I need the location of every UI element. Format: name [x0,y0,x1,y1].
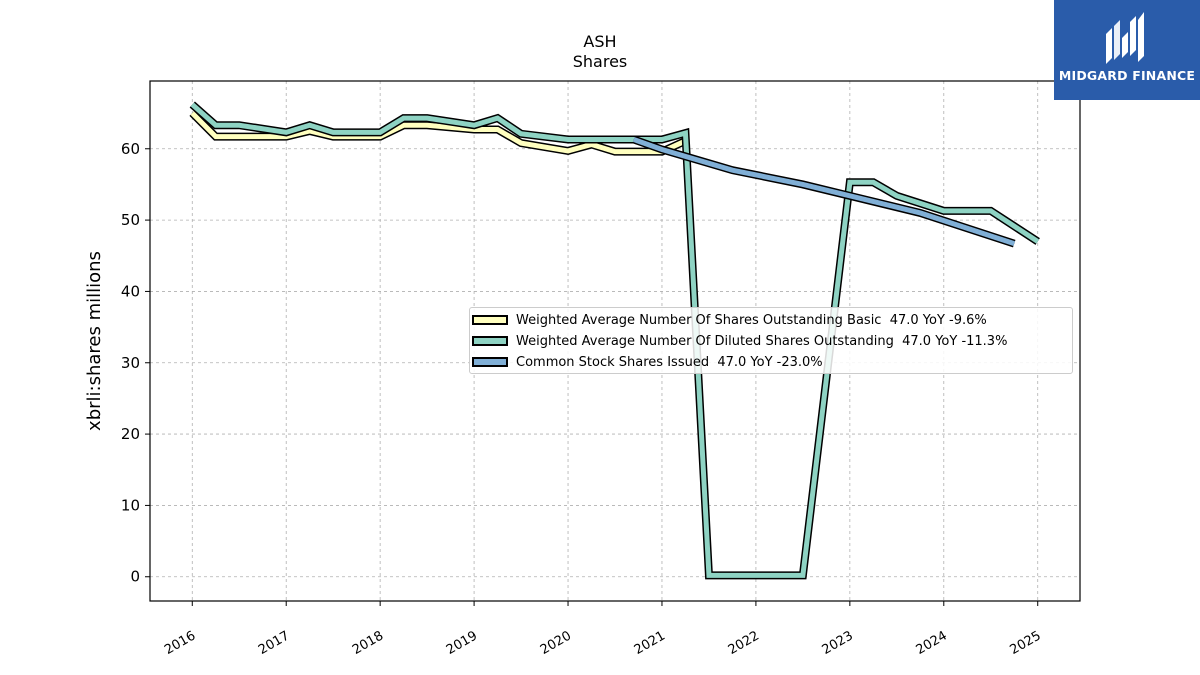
legend-swatch-diluted [472,336,508,346]
legend-item-basic: Weighted Average Number Of Shares Outsta… [472,311,987,329]
x-tick-label-0: 2016 [162,628,198,658]
x-tick-label-5: 2021 [632,628,668,658]
midgard-finance-logo: MIDGARD FINANCE [1054,0,1200,100]
legend-label-diluted: Weighted Average Number Of Diluted Share… [516,333,1008,349]
series-line-0 [190,111,687,155]
y-tick-label-1: 10 [121,496,140,514]
x-tick-label-1: 2017 [256,628,292,658]
legend-label-issued: Common Stock Shares Issued 47.0 YoY -23.… [516,354,823,370]
series-line-2 [632,137,1016,247]
legend-swatch-basic [472,315,508,325]
x-tick-label-9: 2025 [1008,628,1044,658]
y-tick-label-2: 20 [121,425,140,443]
midgard-logo-icon [1106,12,1144,64]
y-tick-label-6: 60 [121,140,140,158]
legend-item-issued: Common Stock Shares Issued 47.0 YoY -23.… [472,353,823,371]
chart-subtitle: Shares [572,52,628,71]
logo-text: MIDGARD FINANCE [1058,68,1196,83]
legend-item-diluted: Weighted Average Number Of Diluted Share… [472,332,1007,350]
chart-title: ASH [583,32,617,51]
chart-legend: Weighted Average Number Of Shares Outsta… [469,307,1073,374]
x-tick-label-8: 2024 [914,628,950,658]
legend-label-basic: Weighted Average Number Of Shares Outsta… [516,312,987,328]
x-tick-label-7: 2023 [820,628,856,658]
x-tick-label-3: 2019 [444,628,480,658]
y-tick-label-3: 30 [121,354,140,372]
y-tick-label-5: 50 [121,211,140,229]
y-axis-label: xbrli:shares millions [84,251,105,431]
x-tick-label-6: 2022 [726,628,762,658]
plot-frame [149,80,1081,602]
x-tick-label-4: 2020 [538,628,574,658]
y-tick-label-0: 0 [130,568,140,586]
legend-swatch-issued [472,357,508,367]
series-line-1 [190,102,1040,578]
x-tick-label-2: 2018 [350,628,386,658]
y-tick-label-4: 40 [121,282,140,300]
